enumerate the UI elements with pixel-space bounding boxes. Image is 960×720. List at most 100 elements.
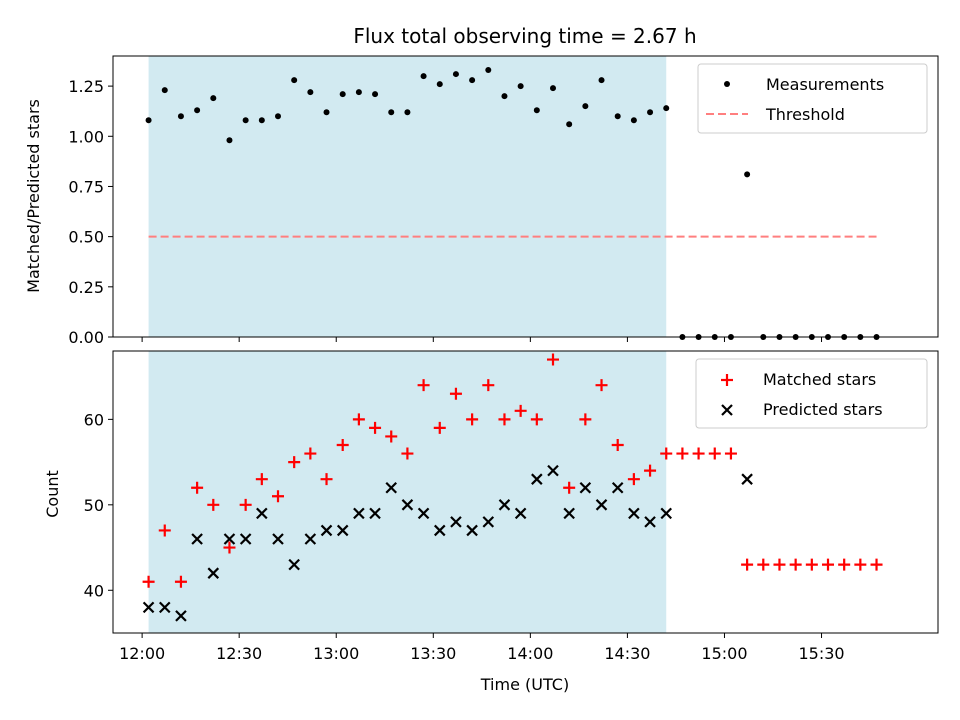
matched-star-point (595, 379, 608, 392)
measurement-point (226, 137, 233, 144)
measurement-point (388, 109, 395, 116)
y-tick-label: 50 (84, 496, 104, 515)
predicted-star-point (514, 507, 527, 520)
bottom-y-axis-label: Count (43, 470, 62, 518)
matched-star-point (644, 464, 657, 477)
top-y-axis-label: Matched/Predicted stars (24, 99, 43, 293)
matched-star-point (401, 447, 414, 460)
matched-star-point (870, 558, 883, 571)
matched-legend-label: Matched stars (763, 370, 876, 389)
y-tick-label: 0.75 (68, 177, 104, 196)
measurement-point (663, 105, 670, 112)
bottom-panel: 40 50 60 12:00 12:30 13:00 13:30 14:00 14:30 15:… (43, 350, 939, 694)
matched-star-point (433, 421, 446, 434)
matched-star-point (579, 413, 592, 426)
x-tick-label: 12:00 (119, 644, 165, 663)
measurement-point (242, 117, 249, 124)
matched-star-point (530, 413, 543, 426)
bottom-legend-frame (695, 358, 928, 429)
matched-star-point (207, 498, 220, 511)
measurement-point (145, 117, 152, 124)
matched-star-point (239, 498, 252, 511)
x-tick-label: 14:30 (604, 644, 650, 663)
matched-star-point (191, 481, 204, 494)
bottom-y-axis: 40 50 60 (84, 410, 113, 600)
predicted-star-point (304, 533, 317, 545)
chart-title: Flux total observing time = 2.67 h (353, 24, 696, 48)
measurement-point (323, 109, 330, 116)
observing-window-shade (148, 56, 667, 337)
measurement-point (339, 91, 346, 98)
matched-star-point (822, 558, 834, 571)
matched-star-point (741, 558, 754, 571)
measurement-point (194, 107, 201, 114)
top-y-axis: 0.00 0.25 0.50 0.75 1.00 1.25 (68, 77, 113, 347)
measurement-point (355, 89, 362, 96)
bottom-axes-frame (112, 350, 939, 634)
matched-legend-marker (721, 374, 733, 386)
predicted-star-point (579, 481, 592, 494)
top-legend-frame (697, 63, 928, 134)
top-panel: 0.00 0.25 0.50 0.75 1.00 1.25 Matched/Predict… (24, 55, 939, 347)
measurement-point (485, 67, 492, 74)
predicted-star-point (175, 610, 187, 622)
measurement-point (517, 83, 524, 90)
measurement-point (436, 81, 443, 88)
measurement-point (420, 73, 427, 80)
predicted-star-point (741, 473, 753, 485)
matched-star-point (708, 447, 721, 460)
matched-star-point (627, 473, 640, 486)
matched-star-point (385, 430, 398, 443)
matched-star-point (352, 413, 365, 426)
predicted-star-point (611, 481, 624, 494)
measurement-point (452, 71, 459, 78)
matched-star-point (757, 558, 770, 571)
matched-star-point (611, 439, 624, 451)
predicted-star-point (191, 533, 203, 545)
predicted-star-point (336, 524, 349, 537)
matched-star-point (514, 404, 527, 417)
x-tick-label: 12:30 (216, 644, 262, 663)
measurement-point (582, 103, 589, 110)
threshold-legend-label: Threshold (765, 105, 845, 124)
matched-star-point (466, 413, 479, 426)
predicted-star-point (466, 524, 478, 537)
top-legend: Measurements Threshold (697, 63, 928, 134)
measurement-point (630, 117, 637, 124)
measurement-point (404, 109, 411, 116)
x-tick-label: 13:30 (410, 644, 456, 663)
predicted-star-point (288, 558, 300, 571)
y-tick-label: 0.25 (68, 278, 104, 297)
measurements-legend-label: Measurements (766, 75, 884, 94)
matched-star-point (417, 379, 430, 392)
matched-star-point (724, 447, 737, 460)
predicted-legend-marker (721, 404, 733, 416)
predicted-star-point (272, 533, 284, 545)
matched-star-point (805, 558, 818, 571)
measurement-point (533, 107, 540, 114)
matched-star-point (174, 575, 187, 588)
measurement-point (501, 93, 508, 100)
predicted-star-point (369, 507, 381, 520)
measurement-point (161, 87, 168, 94)
predicted-star-point (563, 507, 575, 520)
y-tick-label: 40 (84, 581, 104, 600)
matched-star-point (547, 353, 559, 366)
x-tick-label: 15:30 (798, 644, 844, 663)
measurement-point (744, 171, 751, 178)
matched-star-point (369, 421, 382, 434)
predicted-star-point (207, 567, 220, 579)
measurement-point (258, 117, 265, 124)
matched-star-point (320, 473, 333, 486)
matched-star-point (272, 490, 284, 503)
bottom-x-axis: 12:00 12:30 13:00 13:30 14:00 14:30 15:00 15:30 (119, 633, 845, 663)
x-tick-label: 13:00 (313, 644, 359, 663)
predicted-star-point (595, 499, 608, 511)
predicted-star-point (628, 507, 640, 520)
measurements-legend-marker (724, 81, 730, 87)
bottom-plot-area (142, 351, 883, 633)
predicted-star-point (142, 601, 155, 614)
matched-star-point (676, 447, 689, 460)
matched-star-point (449, 387, 462, 400)
matched-star-point (789, 558, 802, 571)
